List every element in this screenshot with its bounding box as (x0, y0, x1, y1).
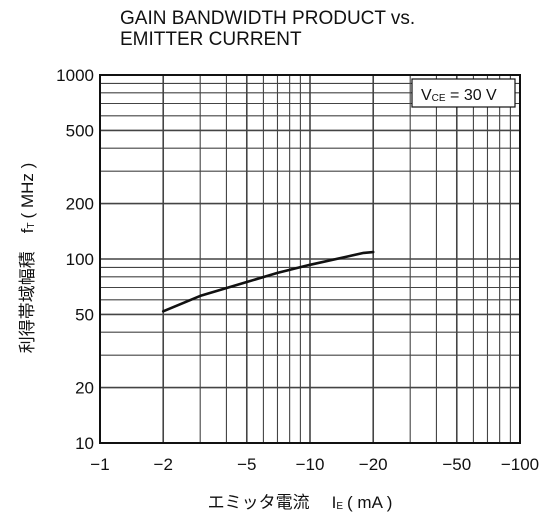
y-tick-labels: 10 20 50 100 200 500 1000 (56, 66, 94, 453)
annotation-text: VCE = 30 V (421, 87, 497, 104)
chart-title-line-2: EMITTER CURRENT (120, 29, 302, 50)
x-tick-label: −10 (296, 455, 325, 474)
series-line (161, 250, 375, 313)
x-tick-label: −2 (154, 455, 173, 474)
chart-title: GAIN BANDWIDTH PRODUCT vs. EMITTER CURRE… (120, 8, 415, 50)
plot-frame (99, 74, 521, 444)
x-tick-label: −100 (501, 455, 539, 474)
y-tick-label: 500 (66, 121, 94, 140)
annotation-box: VCE = 30 V (411, 78, 516, 108)
grid-lines (100, 75, 520, 443)
x-tick-label: −20 (359, 455, 388, 474)
chart-title-line-1: GAIN BANDWIDTH PRODUCT vs. (120, 8, 416, 29)
y-tick-label: 10 (75, 434, 94, 453)
y-tick-label: 1000 (56, 66, 94, 85)
y-tick-label: 100 (66, 250, 94, 269)
x-tick-label: −5 (237, 455, 256, 474)
x-tick-label: −50 (442, 455, 471, 474)
y-tick-label: 20 (75, 379, 94, 398)
x-axis-label: エミッタ電流 IE( mA ) (208, 493, 393, 512)
x-tick-label: −1 (90, 455, 109, 474)
y-tick-label: 50 (75, 305, 94, 324)
x-tick-labels: −1 −2 −5 −10 −20 −50 −100 (90, 455, 539, 474)
y-tick-label: 200 (66, 195, 94, 214)
series-group (161, 250, 375, 313)
y-axis-label: 利得帯域幅積fT( MHz ) (18, 163, 37, 354)
